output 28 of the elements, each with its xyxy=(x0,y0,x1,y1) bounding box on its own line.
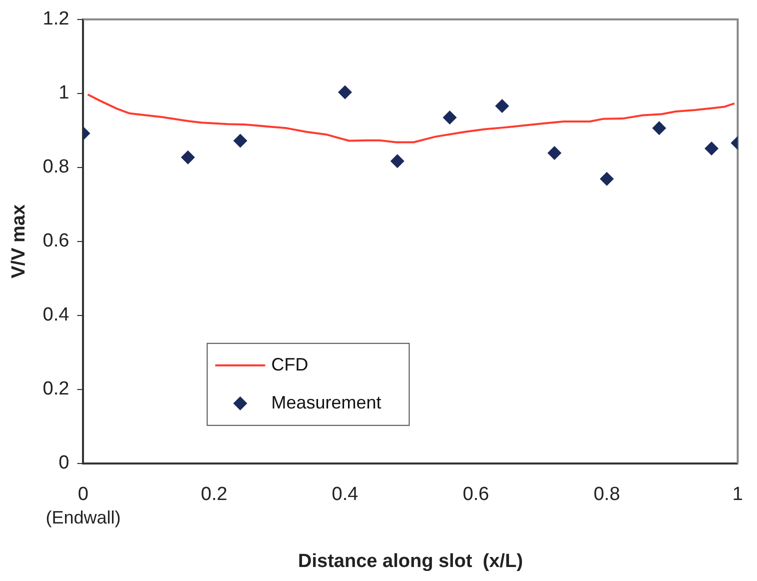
y-tick-label: 0.8 xyxy=(42,156,70,178)
y-tick-label: 0.6 xyxy=(42,230,70,252)
x-tick-label: 0 xyxy=(78,484,88,506)
point xyxy=(180,150,195,164)
y-tick-label: 0.4 xyxy=(42,304,70,326)
y-axis-title: V/V max xyxy=(8,204,30,278)
x-tick-label: 0.4 xyxy=(332,484,359,506)
y-tick-label: 0 xyxy=(58,452,70,474)
point xyxy=(338,85,352,100)
x-tick-label: 0.2 xyxy=(200,484,228,506)
point xyxy=(390,154,404,168)
legend-label: Measurement xyxy=(271,392,382,412)
legend-label: CFD xyxy=(271,354,308,374)
y-tick-label: 0.2 xyxy=(42,378,70,400)
point xyxy=(547,146,562,160)
point xyxy=(233,134,248,148)
x-axis-title: Distance along slot (x/L) xyxy=(298,550,523,572)
x-tick-label: 1 xyxy=(732,484,744,506)
point xyxy=(652,121,666,136)
y-tick-label: 1 xyxy=(58,82,70,104)
text: (Endwall) xyxy=(46,507,121,528)
point xyxy=(704,142,719,156)
x-tick-label: 0.8 xyxy=(594,484,620,506)
point xyxy=(442,110,457,124)
y-tick-label: 1.2 xyxy=(42,8,70,30)
point xyxy=(495,98,510,113)
x-tick-label: 0.6 xyxy=(462,484,490,506)
point xyxy=(600,172,614,186)
